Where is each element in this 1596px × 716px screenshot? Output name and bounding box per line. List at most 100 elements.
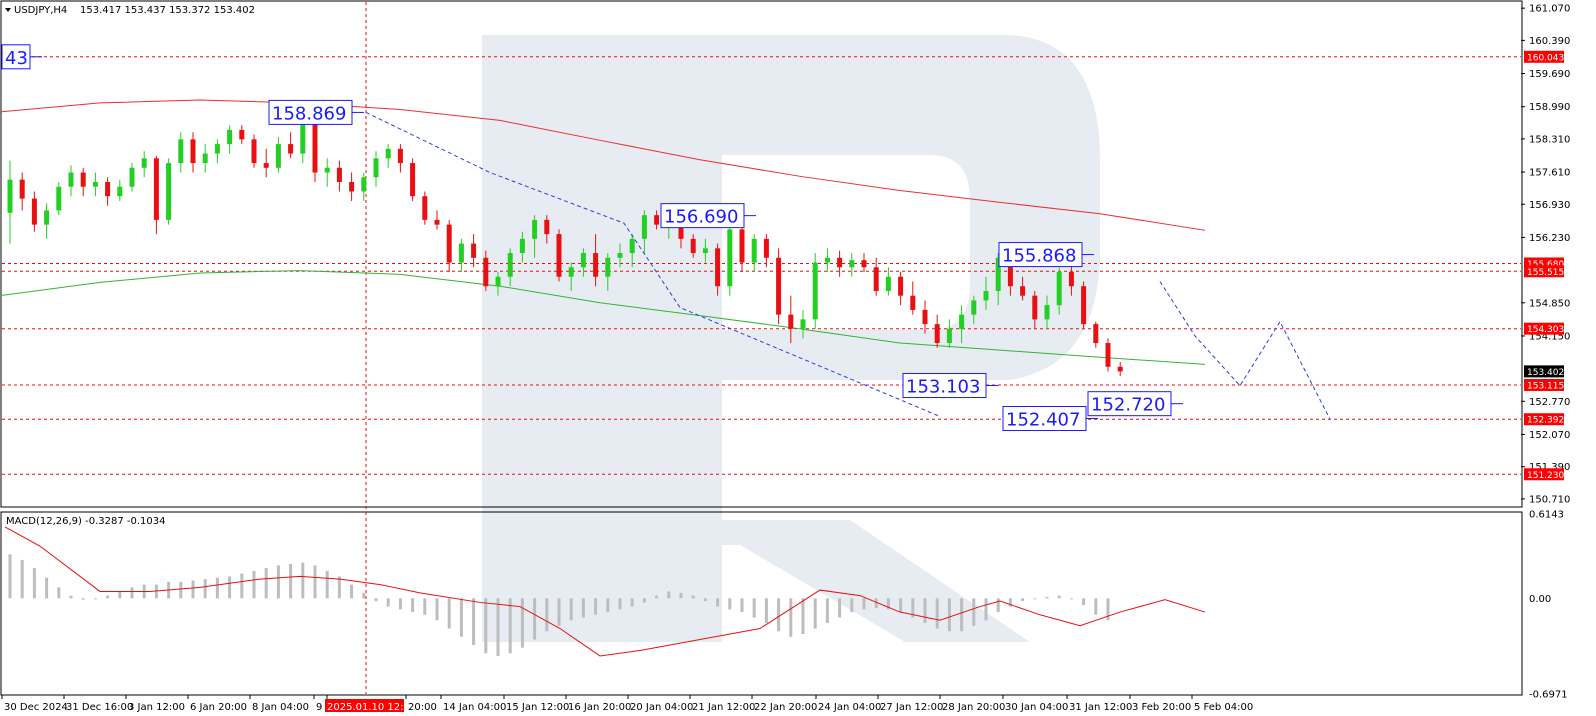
candle-body bbox=[922, 309, 928, 325]
macd-histogram-bar bbox=[447, 598, 451, 629]
macd-histogram-bar bbox=[484, 598, 488, 654]
candles bbox=[7, 108, 1123, 377]
macd-histogram-bar bbox=[337, 576, 341, 599]
candle-body bbox=[788, 314, 794, 329]
callout-label: 152.720 bbox=[1091, 395, 1165, 416]
callout-label: 153.103 bbox=[906, 377, 980, 398]
time-crosshair-tag bbox=[325, 699, 404, 712]
time-tick-label: 14 Jan 04:00 bbox=[443, 702, 506, 713]
candle-body bbox=[349, 182, 355, 192]
macd-histogram-bar bbox=[716, 598, 720, 607]
price-tag-label: 160.043 bbox=[1527, 53, 1564, 63]
candle-body bbox=[824, 257, 830, 263]
candle-body bbox=[397, 148, 403, 164]
candle-body bbox=[56, 186, 62, 211]
candle-body bbox=[544, 219, 550, 235]
macd-histogram-bar bbox=[947, 598, 951, 632]
candle-body bbox=[837, 257, 843, 268]
macd-histogram-bar bbox=[899, 598, 903, 613]
candle-body bbox=[556, 234, 562, 277]
macd-histogram-bar bbox=[935, 598, 939, 629]
price-tag-label: 152.392 bbox=[1527, 416, 1564, 426]
candle-body bbox=[959, 314, 965, 329]
candle-body bbox=[971, 300, 977, 315]
candle-body bbox=[1007, 257, 1013, 287]
candle-body bbox=[483, 257, 489, 287]
macd-histogram-bar bbox=[325, 570, 329, 599]
candle-body bbox=[336, 167, 342, 182]
callout-label: 158.869 bbox=[272, 103, 346, 124]
price-tag bbox=[1524, 265, 1564, 278]
macd-histogram-bar bbox=[350, 584, 354, 599]
price-tag-label: 154.303 bbox=[1527, 325, 1564, 335]
time-tick-label: 16 Jan 20:00 bbox=[568, 702, 631, 713]
macd-histogram-bar bbox=[386, 598, 390, 607]
macd-histogram-bar bbox=[520, 598, 524, 648]
macd-histogram-bar bbox=[825, 598, 829, 624]
ohlc-values: 153.417 153.437 153.372 153.402 bbox=[80, 5, 255, 16]
candle-body bbox=[751, 238, 757, 263]
macd-histogram-bar bbox=[130, 587, 134, 599]
candle-body bbox=[641, 215, 647, 239]
candle-body bbox=[519, 238, 525, 254]
candle-body bbox=[446, 224, 452, 263]
macd-histogram-bar bbox=[1021, 598, 1025, 602]
candle-body bbox=[654, 215, 660, 225]
candle-body bbox=[946, 328, 952, 344]
candle-body bbox=[227, 129, 233, 145]
symbol-label: USDJPY,H4 bbox=[14, 5, 67, 16]
candle-body bbox=[190, 139, 196, 164]
candle-body bbox=[1117, 366, 1123, 372]
macd-histogram-bar bbox=[435, 598, 439, 621]
time-tick-label: 9 bbox=[316, 702, 322, 713]
price-tick-label: 159.690 bbox=[1529, 69, 1570, 80]
price-tick-label: 158.310 bbox=[1529, 134, 1570, 145]
price-tick-label: 152.770 bbox=[1529, 397, 1570, 408]
time-tick-label: 27 Jan 12:00 bbox=[880, 702, 943, 713]
candle-body bbox=[239, 129, 245, 140]
candle-body bbox=[68, 172, 74, 187]
candle-body bbox=[178, 139, 184, 164]
callout-label: 156.690 bbox=[664, 207, 738, 228]
macd-histogram-bar bbox=[228, 576, 232, 599]
time-crosshair-label: 2025.01.10 12:00 bbox=[327, 702, 416, 713]
candle-body bbox=[727, 229, 733, 287]
candle-body bbox=[495, 276, 501, 287]
candle-body bbox=[153, 158, 159, 220]
macd-histogram-bar bbox=[398, 598, 402, 610]
candle-body bbox=[324, 167, 330, 173]
price-tick-label: 150.710 bbox=[1529, 494, 1570, 505]
macd-tick-label: 0.6143 bbox=[1529, 510, 1564, 521]
price-panel-frame bbox=[0, 0, 1523, 508]
candle-body bbox=[800, 319, 806, 329]
time-tick-label: 24 Jan 04:00 bbox=[818, 702, 881, 713]
macd-histogram-bar bbox=[472, 598, 476, 645]
dropdown-triangle-icon[interactable] bbox=[5, 8, 11, 12]
candle-body bbox=[117, 186, 123, 197]
macd-histogram-bar bbox=[606, 598, 610, 613]
price-axis: 161.070 160.390 159.690 158.990 158.310 157.6… bbox=[1521, 4, 1570, 505]
candle-body bbox=[605, 257, 611, 277]
macd-histogram-bar bbox=[240, 573, 244, 599]
time-tick-label: 15 Jan 12:00 bbox=[506, 702, 569, 713]
price-tag bbox=[1524, 378, 1564, 391]
macd-histogram-bar bbox=[545, 598, 549, 632]
macd-histogram-bar bbox=[1057, 595, 1061, 599]
macd-histogram-bar bbox=[496, 598, 500, 656]
macd-histogram-bar bbox=[533, 598, 537, 640]
candle-body bbox=[739, 229, 745, 263]
macd-histogram-bar bbox=[789, 598, 793, 637]
time-tick-label: 30 Jan 04:00 bbox=[1005, 702, 1068, 713]
candle-body bbox=[263, 163, 269, 168]
candle-body bbox=[1056, 272, 1062, 306]
callout-box bbox=[902, 373, 987, 399]
ma-red-line bbox=[0, 99, 1206, 231]
macd-histogram-bar bbox=[752, 598, 756, 618]
candle-body bbox=[507, 253, 513, 277]
time-tick-label: 31 Dec 16:00 bbox=[66, 702, 133, 713]
time-tick-label: 8 Jan 04:00 bbox=[252, 702, 309, 713]
candle-body bbox=[702, 248, 708, 254]
macd-histogram-bar bbox=[45, 577, 49, 599]
macd-histogram-bar bbox=[569, 598, 573, 621]
macd-histogram-bar bbox=[508, 598, 512, 654]
